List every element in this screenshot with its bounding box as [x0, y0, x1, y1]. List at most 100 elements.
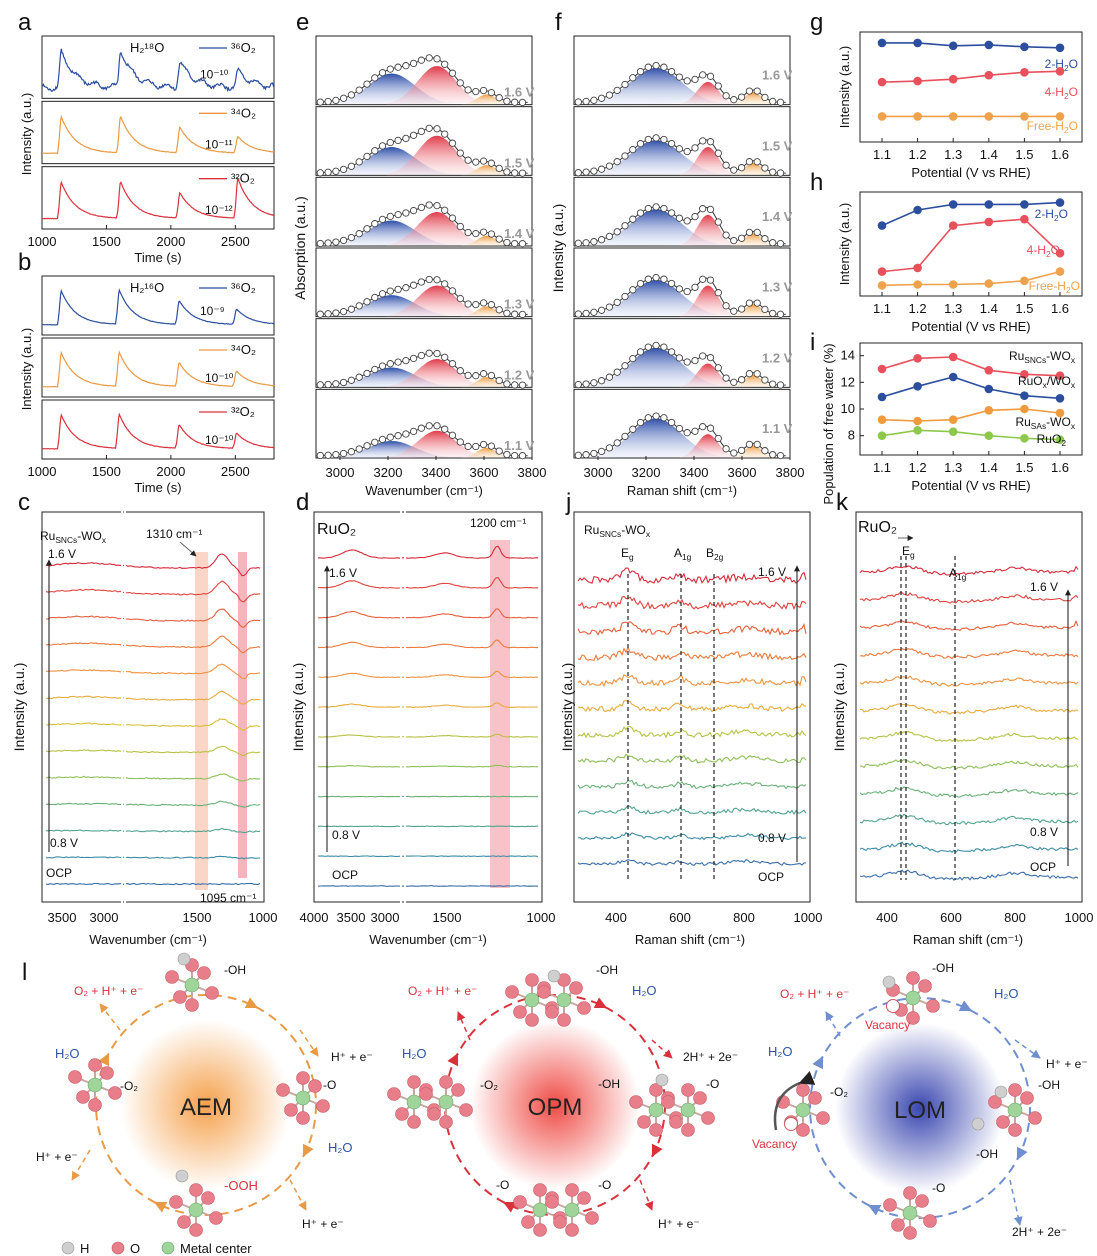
trend-i-point: [984, 384, 994, 394]
fit-e-potential-2: 1.4 V: [504, 226, 535, 241]
fit-f-point: [636, 348, 645, 356]
fit-e-point: [518, 310, 527, 319]
fit-f-point: [737, 234, 746, 242]
panel-letter-h: h: [810, 169, 823, 196]
mech-aem-site-o2: [68, 1058, 122, 1112]
fit-f-point: [699, 275, 707, 283]
fit-f-point: [730, 449, 738, 457]
spec-j-trace-10: [577, 831, 807, 841]
oxygen-atom: [906, 971, 920, 985]
mech-opm-cycle-arrow: [593, 997, 608, 1009]
oxygen-atom: [513, 1195, 527, 1209]
ms-a-scale-2: 10⁻¹²: [205, 203, 233, 217]
spec-d-ticklabel: 4000: [300, 910, 329, 925]
mech-lom-cycle-arrow: [812, 1055, 824, 1070]
spec-c-ylabel: Intensity (a.u.): [11, 663, 27, 752]
mech-lom-label-o: -O: [932, 1181, 945, 1195]
ms-b-scale-0: 10⁻⁹: [200, 304, 225, 318]
trend-g-point: [913, 112, 922, 121]
fit-f-point: [691, 144, 699, 152]
ms-a-box-0: [41, 35, 275, 99]
fit-e-point: [339, 94, 348, 102]
trend-h-point: [877, 221, 887, 230]
trend-h-point: [948, 280, 958, 289]
mech-aem-out-arrow: [99, 1003, 121, 1031]
spec-j-trace-8: [577, 779, 807, 790]
spec-d-trace-3: [317, 639, 538, 649]
fit-f-point: [699, 137, 707, 145]
fit-f-potential-3: 1.3 V: [762, 280, 793, 295]
fit-f-point: [636, 140, 645, 148]
fit-f-point: [667, 209, 676, 217]
fit-e-point: [347, 233, 356, 242]
ms-b-trace-34O2: [41, 350, 275, 388]
fit-f-point: [761, 447, 769, 455]
fit-f-point: [574, 380, 582, 389]
spec-d-trace-8: [318, 795, 539, 798]
fit-e-point: [371, 147, 379, 155]
fit-e-component-2: [461, 94, 511, 105]
metal-atom: [532, 1202, 548, 1218]
spec-c-v-mid: 0.8 V: [50, 836, 78, 850]
fit-f-point: [590, 379, 598, 387]
panel-letter-c: c: [18, 489, 30, 516]
fit-e-box-0: [315, 35, 533, 106]
fit-f-point: [667, 279, 676, 288]
fit-f-point: [613, 86, 621, 95]
legend-label-2: Metal center: [180, 1241, 252, 1256]
fit-e-potential-5: 1.1 V: [504, 438, 535, 453]
fit-f-potential-0: 1.6 V: [762, 68, 793, 83]
spec-k-trace-5: [860, 703, 1079, 715]
fit-f-point: [730, 307, 738, 315]
fit-e-point: [324, 168, 332, 176]
fit-f-point: [582, 97, 590, 106]
fit-f-component-1: [679, 363, 735, 388]
oxygen-atom: [557, 1013, 571, 1027]
mech-aem-out-arrow: [71, 1149, 91, 1181]
fit-e-point: [456, 149, 464, 157]
trend-h-point: [1020, 200, 1029, 209]
oxygen-atom: [569, 981, 583, 995]
trend-i-line-0: [881, 356, 1061, 377]
fit-f-point: [769, 309, 777, 318]
fit-f-point: [691, 356, 699, 365]
fit-e-point: [324, 239, 332, 247]
hydrogen-atom: [971, 1117, 985, 1131]
ms-a-ticklabel: 1500: [92, 234, 121, 249]
fit-e-point: [472, 158, 480, 166]
trend-i-point: [913, 354, 922, 363]
spec-c-band-1310: [195, 552, 208, 890]
trend-g-ticklabel: 1.4: [980, 147, 998, 162]
mech-aem-site-oh: [165, 952, 219, 1012]
spec-d-trace-2: [317, 608, 539, 619]
fit-f-component-0: [588, 67, 721, 105]
trend-i-ticklabel: 1.3: [944, 460, 962, 475]
fit-f-xlabel: Raman shift (cm⁻¹): [627, 483, 737, 498]
trend-h-series-label-1: 4-H2O: [1027, 243, 1060, 259]
mech-opm-site-top-b: [537, 973, 591, 1027]
fit-e-point: [464, 300, 472, 308]
fit-e-point: [511, 310, 519, 318]
fit-e-potential-4: 1.2 V: [504, 367, 535, 382]
fit-e-ticklabel: 3600: [470, 465, 499, 480]
fit-e-point: [363, 225, 371, 233]
fit-e-point: [441, 206, 449, 214]
fit-f-point: [574, 169, 582, 177]
trend-i-frame: [859, 342, 1083, 456]
fit-f-component-1: [679, 147, 735, 176]
fit-f-point: [706, 424, 715, 432]
fit-f-point: [776, 381, 785, 389]
mech-lom-label-oh: -OH: [932, 961, 954, 975]
trend-i-point: [1020, 404, 1029, 414]
oxygen-atom: [419, 1087, 433, 1101]
ms-a-ylabel: Intensity (a.u.): [19, 93, 34, 175]
ms-a-ticklabel: 2500: [221, 234, 250, 249]
fit-f-point: [605, 232, 614, 241]
fit-e-point: [441, 60, 449, 68]
oxygen-atom: [177, 1215, 191, 1229]
spec-k-trace-0: [859, 565, 1079, 577]
mech-aem-water-r: H₂O: [328, 1140, 353, 1155]
fit-f-point: [582, 239, 590, 247]
fit-f-point: [691, 212, 699, 221]
spec-d-trace-7: [317, 764, 539, 768]
